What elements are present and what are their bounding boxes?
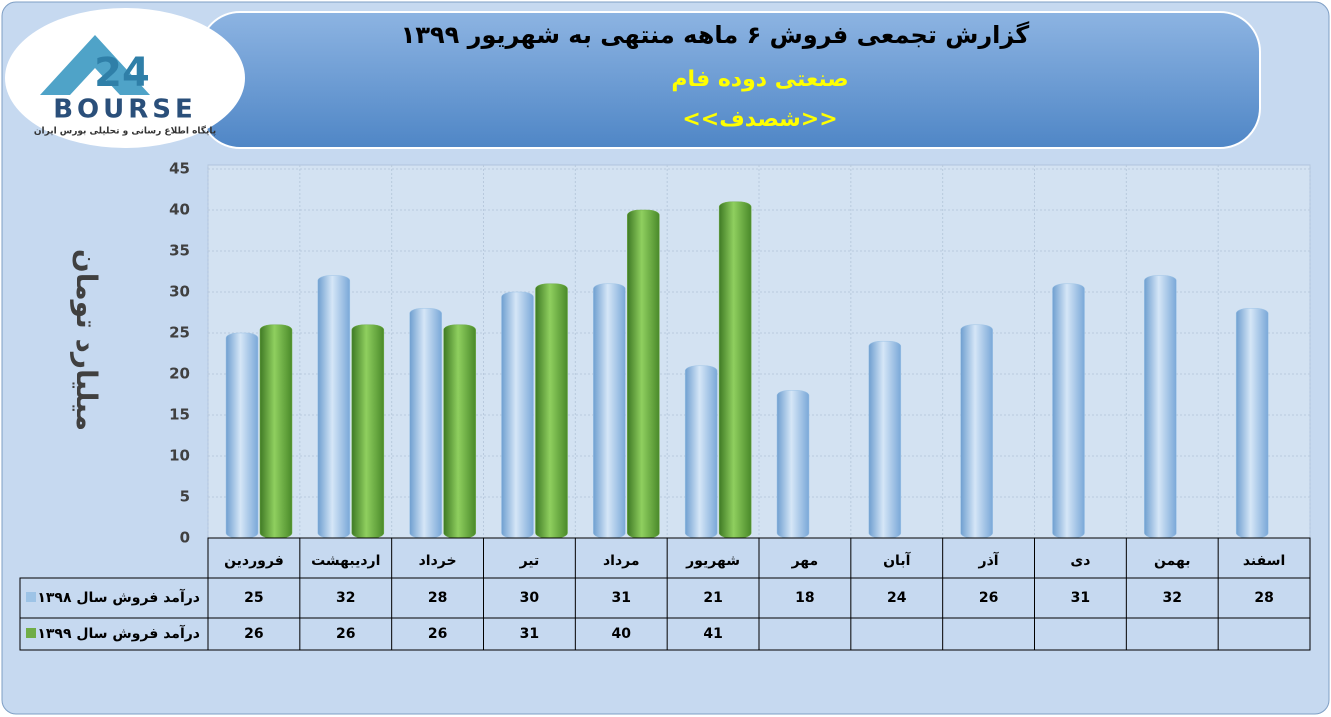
data-label: 28: [1254, 590, 1273, 606]
bar: [1144, 275, 1177, 539]
bar: [627, 209, 660, 539]
y-tick-label: 10: [169, 447, 190, 465]
data-label: 32: [1163, 590, 1182, 606]
x-tick-label: شهریور: [685, 553, 740, 569]
y-tick-label: 15: [169, 406, 190, 424]
data-label: 31: [1071, 590, 1090, 606]
bar: [1052, 283, 1085, 539]
x-tick-label: اردیبهشت: [311, 553, 380, 569]
bar: [409, 308, 442, 539]
y-tick-label: 35: [169, 242, 190, 260]
data-label: 31: [520, 626, 539, 642]
logo-subtitle: پایگاه اطلاع رسانی و تحلیلی بورس ایران: [34, 125, 216, 137]
y-axis-label: میلیارد تومان: [70, 249, 103, 431]
bar: [225, 332, 259, 539]
data-label: 26: [979, 590, 998, 606]
x-tick-label: آذر: [978, 551, 1000, 569]
data-label: 26: [336, 626, 355, 642]
x-tick-label: مهر: [791, 553, 819, 569]
x-tick-label: بهمن: [1154, 553, 1190, 569]
x-tick-label: دی: [1070, 553, 1090, 569]
chart-symbol: <<شصدف>>: [682, 107, 837, 132]
legend-label: درآمد فروش سال ۱۳۹۹: [37, 624, 200, 642]
bar: [593, 283, 626, 539]
x-tick-label: فروردین: [224, 553, 284, 569]
x-tick-label: آبان: [883, 551, 911, 569]
data-label: 21: [703, 590, 722, 606]
y-tick-label: 0: [180, 529, 190, 547]
bar: [718, 201, 752, 539]
bar: [776, 390, 810, 539]
chart-subtitle: صنعتی دوده فام: [671, 67, 848, 92]
bar: [317, 275, 351, 539]
grid: 0 5 10 15 20 25 30 35 40 45: [169, 160, 1311, 547]
data-label: 41: [703, 626, 722, 642]
legend-label: درآمد فروش سال ۱۳۹۸: [37, 588, 200, 606]
data-label: 31: [612, 590, 631, 606]
x-tick-label: تیر: [519, 553, 540, 569]
bar: [443, 324, 476, 539]
bar: [960, 324, 993, 539]
y-tick-label: 40: [169, 201, 190, 219]
x-tick-label: مرداد: [603, 553, 640, 569]
data-label: 40: [612, 626, 632, 642]
bar: [868, 340, 902, 539]
data-label: 28: [428, 590, 447, 606]
data-label: 32: [336, 590, 355, 606]
data-label: 26: [244, 626, 263, 642]
logo-mark: 24: [94, 50, 150, 96]
y-tick-label: 45: [169, 160, 190, 178]
data-label: 26: [428, 626, 447, 642]
legend-swatch: [26, 592, 36, 602]
chart-title: گزارش تجمعی فروش ۶ ماهه منتهی به شهریور …: [401, 21, 1030, 49]
y-tick-label: 25: [169, 324, 190, 342]
bar: [684, 365, 718, 539]
bars: [225, 201, 1269, 539]
bar: [501, 291, 534, 539]
logo-shape: [40, 35, 150, 95]
legend-swatch: [26, 628, 36, 638]
y-tick-label: 5: [180, 488, 190, 506]
y-tick-label: 30: [169, 283, 190, 301]
data-label: 25: [244, 590, 263, 606]
logo-text: BOURSE: [53, 95, 197, 125]
y-tick-label: 20: [169, 365, 190, 383]
bar: [259, 324, 293, 539]
x-tick-label: اسفند: [1243, 553, 1285, 569]
data-table: فروردین اردیبهشت خرداد تیر مرداد شهریور مهر آبا…: [19, 537, 1311, 651]
bar: [1235, 308, 1269, 539]
data-label: 30: [520, 590, 540, 606]
data-label: 24: [887, 590, 907, 606]
data-label: 18: [795, 590, 814, 606]
bar: [351, 324, 385, 539]
x-tick-label: خرداد: [419, 553, 457, 569]
bar: [535, 283, 568, 539]
